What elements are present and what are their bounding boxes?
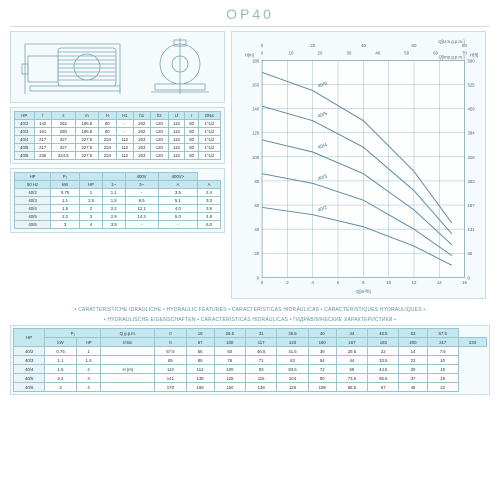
svg-text:0: 0	[257, 275, 260, 280]
svg-text:H[ft]: H[ft]	[470, 53, 478, 58]
svg-text:328: 328	[467, 155, 475, 160]
svg-text:40: 40	[254, 227, 259, 232]
svg-text:394: 394	[467, 131, 475, 136]
svg-text:Q[m³/h]: Q[m³/h]	[356, 289, 370, 294]
svg-text:0: 0	[261, 51, 264, 56]
svg-text:20: 20	[318, 51, 323, 56]
svg-text:2: 2	[286, 280, 289, 285]
power-table-panel: HPP₂400V400V>50 HzkWHP1~3~AA40/20.7511.1…	[10, 168, 225, 233]
svg-text:40: 40	[375, 51, 380, 56]
dimensions-table-panel: HPfsmHH1h1h2LfrDNa40/2142262186.580-2021…	[10, 107, 225, 164]
svg-text:0: 0	[261, 43, 264, 48]
svg-text:60: 60	[412, 43, 417, 48]
tech-drawings-panel	[10, 31, 225, 103]
power-table: HPP₂400V400V>50 HzkWHP1~3~AA40/20.7511.1…	[14, 172, 221, 229]
svg-text:120: 120	[252, 131, 260, 136]
performance-chart: 0246810121416020406080100120140160180066…	[235, 35, 482, 295]
svg-text:197: 197	[467, 203, 475, 208]
svg-text:40: 40	[361, 43, 366, 48]
svg-text:160: 160	[252, 82, 260, 87]
svg-text:20: 20	[310, 43, 315, 48]
page-title: OP40	[0, 6, 500, 22]
svg-text:10: 10	[386, 280, 391, 285]
hydraulic-caption-2: • HYDRAULISCHE EIGENSCHAFTEN • CARACTERÍ…	[10, 315, 490, 325]
hydraulic-table-panel: HPP₂Q g.p.m.01826.53135.5404448.55357.5k…	[10, 325, 490, 395]
svg-text:66: 66	[467, 251, 472, 256]
svg-text:H[m]: H[m]	[245, 53, 254, 58]
svg-text:140: 140	[252, 107, 260, 112]
svg-text:525: 525	[467, 82, 475, 87]
svg-text:30: 30	[346, 51, 351, 56]
header: OP40	[0, 0, 500, 24]
svg-text:14: 14	[437, 280, 442, 285]
svg-text:0: 0	[467, 275, 470, 280]
svg-text:Q[U.S.g.p.m.]: Q[U.S.g.p.m.]	[438, 39, 464, 44]
svg-text:262: 262	[467, 179, 475, 184]
svg-text:80: 80	[254, 179, 259, 184]
svg-text:4: 4	[312, 280, 315, 285]
svg-text:12: 12	[412, 280, 417, 285]
svg-text:131: 131	[467, 227, 475, 232]
divider	[10, 26, 490, 27]
svg-text:590: 590	[467, 58, 475, 63]
pump-front-drawing	[145, 36, 215, 98]
hydraulic-caption-1: • CARATTERISTICHE IDRAULICHE • HYDRAULIC…	[10, 305, 490, 315]
svg-text:100: 100	[252, 155, 260, 160]
svg-text:50: 50	[404, 51, 409, 56]
svg-text:180: 180	[252, 58, 260, 63]
svg-text:8: 8	[362, 280, 365, 285]
performance-chart-panel: 0246810121416020406080100120140160180066…	[231, 31, 486, 299]
svg-text:60: 60	[254, 203, 259, 208]
svg-text:459: 459	[467, 107, 475, 112]
hydraulic-table: HPP₂Q g.p.m.01826.53135.5404448.55357.5k…	[13, 328, 487, 392]
svg-text:20: 20	[254, 251, 259, 256]
pump-side-drawing	[20, 36, 130, 98]
svg-text:0: 0	[261, 280, 264, 285]
svg-text:16: 16	[462, 280, 467, 285]
dimensions-table: HPfsmHH1h1h2LfrDNa40/2142262186.580-2021…	[14, 111, 221, 160]
svg-text:10: 10	[289, 51, 294, 56]
svg-text:6: 6	[337, 280, 340, 285]
svg-text:Q[imp.g.p.m.]: Q[imp.g.p.m.]	[438, 54, 464, 59]
